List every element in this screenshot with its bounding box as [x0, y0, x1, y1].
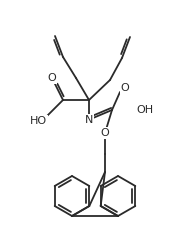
Text: O: O — [121, 83, 129, 93]
Text: O: O — [101, 128, 109, 138]
Text: N: N — [85, 115, 93, 125]
Text: HO: HO — [29, 116, 47, 126]
Text: OH: OH — [137, 105, 154, 115]
Text: O: O — [48, 73, 56, 83]
